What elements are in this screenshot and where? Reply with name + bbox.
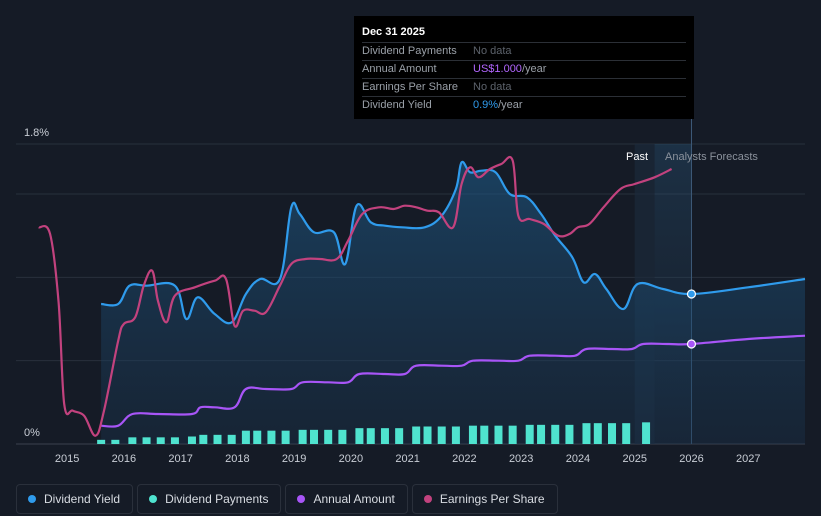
dividend-payment-bar (395, 428, 404, 444)
tooltip-unit: /year (521, 63, 547, 75)
dividend-payment-bar (537, 424, 546, 444)
legend-dot-icon (423, 495, 432, 503)
tooltip-label: Earnings Per Share (362, 81, 458, 93)
x-tick-label: 2020 (339, 453, 363, 465)
dividend-payment-bar (565, 424, 574, 444)
x-tick-label: 2019 (282, 453, 306, 465)
dividend-yield-line (101, 160, 806, 325)
x-tick-label: 2021 (395, 453, 419, 465)
dividend-payment-bar (187, 436, 196, 444)
x-tick-label: 2017 (168, 453, 192, 465)
dividend-payments-bars (97, 422, 651, 444)
tooltip-row-dividend-yield: Dividend Yield 0.9%/year (362, 96, 686, 114)
dividend-payment-bar (451, 426, 460, 444)
end-markers (686, 289, 697, 349)
dividend-payment-bar (281, 430, 290, 444)
dividend-payment-bar (642, 422, 651, 444)
legend-label: Earnings Per Share (439, 492, 545, 506)
dividend-yield-marker (686, 289, 697, 299)
x-axis-ticks: 2015 2016 2017 2018 2019 2020 2021 2022 2023 2024… (55, 453, 761, 465)
dividend-payment-bar (170, 437, 179, 444)
dividend-payment-bar (338, 429, 347, 444)
dividend-payment-bar (593, 423, 602, 444)
dividend-payment-bar (608, 423, 617, 444)
x-tick-label: 2018 (225, 453, 249, 465)
dividend-payment-bar (412, 426, 421, 444)
y-tick-top: 1.8% (24, 127, 49, 139)
dividend-payment-bar (380, 428, 389, 444)
dividend-payment-bar (111, 439, 120, 444)
dividend-payment-bar (494, 425, 503, 444)
dividend-payment-bar (97, 439, 106, 444)
legend-annual-amount[interactable]: Annual Amount (285, 484, 408, 514)
forecast-label: Analysts Forecasts (665, 151, 758, 163)
dividend-payment-bar (355, 428, 364, 444)
dividend-payment-bar (551, 424, 560, 444)
dividend-payment-bar (423, 426, 432, 444)
dividend-payment-bar (199, 434, 208, 444)
dividend-payment-bar (437, 426, 446, 444)
dividend-payment-bar (267, 430, 276, 444)
past-label: Past (626, 151, 648, 163)
tooltip-date: Dec 31 2025 (362, 26, 425, 38)
dividend-payment-bar (324, 429, 333, 444)
tooltip-label: Dividend Payments (362, 45, 457, 57)
dividend-payment-bar (142, 437, 151, 444)
legend-dividend-payments[interactable]: Dividend Payments (137, 484, 282, 514)
dividend-payment-bar (622, 423, 631, 444)
tooltip-value: US$1.000 (473, 63, 522, 75)
dividend-payment-bar (525, 424, 534, 444)
x-tick-label: 2027 (736, 453, 760, 465)
dividend-payment-bar (582, 423, 591, 444)
hover-tooltip: Dec 31 2025 Dividend Payments No data An… (354, 16, 694, 119)
legend-dot-icon (28, 495, 36, 503)
dividend-payment-bar (298, 429, 307, 444)
tooltip-label: Dividend Yield (362, 99, 432, 111)
chart-legend: Dividend Yield Dividend Payments Annual … (16, 484, 562, 514)
tooltip-row-earnings-per-share: Earnings Per Share No data (362, 78, 686, 96)
x-tick-label: 2026 (679, 453, 703, 465)
dividend-payment-bar (310, 429, 319, 444)
y-tick-bottom: 0% (24, 427, 40, 439)
tooltip-value: No data (473, 45, 512, 57)
legend-dot-icon (297, 495, 306, 503)
series-lines (38, 155, 806, 437)
dividend-payment-bar (480, 425, 489, 444)
dividend-payment-bar (241, 430, 250, 444)
tooltip-value: 0.9% (473, 99, 499, 111)
tooltip-row-annual-amount: Annual Amount US$1.000/year (362, 60, 686, 78)
legend-label: Annual Amount (313, 492, 395, 506)
x-tick-label: 2015 (55, 453, 79, 465)
axis-labels: 1.8% 0% Past Analysts Forecasts (24, 127, 758, 439)
tooltip-label: Annual Amount (362, 63, 437, 75)
dividend-payment-bar (253, 430, 262, 444)
legend-label: Dividend Yield (44, 492, 121, 506)
tooltip-value: No data (473, 81, 512, 93)
dividend-payment-bar (156, 437, 165, 444)
earnings-per-share-line (38, 155, 673, 437)
x-tick-label: 2025 (622, 453, 646, 465)
tooltip-row-dividend-payments: Dividend Payments No data (362, 42, 686, 60)
dividend-chart: 1.8% 0% Past Analysts Forecasts 2015 2016… (16, 118, 806, 465)
dividend-payment-bar (468, 425, 477, 444)
dividend-payment-bar (213, 434, 222, 444)
dividend-payment-bar (128, 437, 137, 444)
x-tick-label: 2016 (112, 453, 136, 465)
area-layer (101, 161, 806, 444)
tooltip-unit: /year (498, 99, 523, 111)
dividend-payment-bar (366, 428, 375, 444)
legend-dot-icon (149, 495, 158, 503)
dividend-yield-area (101, 161, 806, 444)
x-tick-label: 2023 (509, 453, 533, 465)
legend-dividend-yield[interactable]: Dividend Yield (16, 484, 134, 514)
dividend-payment-bar (227, 434, 236, 444)
x-tick-label: 2022 (452, 453, 476, 465)
dividend-payment-bar (508, 425, 517, 444)
annual-amount-line (101, 334, 806, 428)
annual-amount-marker (686, 339, 697, 349)
x-tick-label: 2024 (566, 453, 590, 465)
legend-label: Dividend Payments (165, 492, 269, 506)
legend-earnings-per-share[interactable]: Earnings Per Share (411, 484, 558, 514)
